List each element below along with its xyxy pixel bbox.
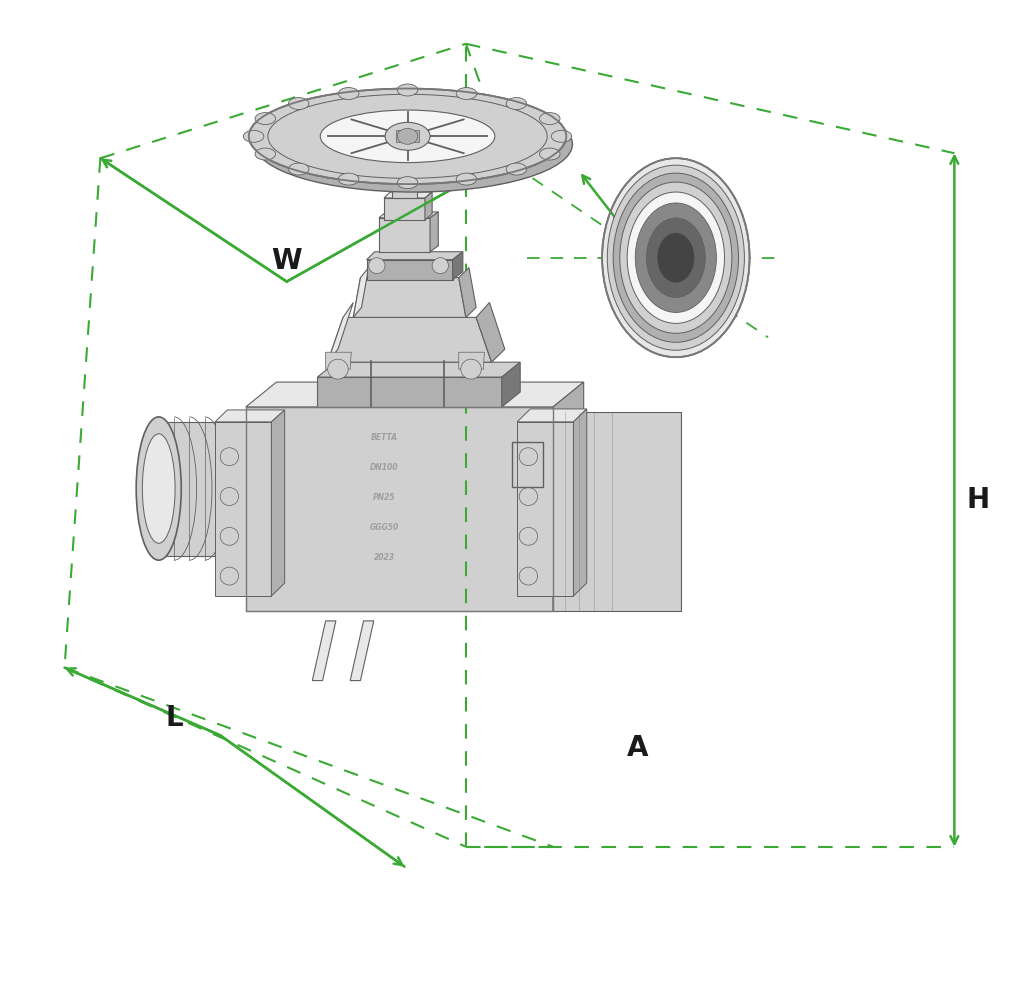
Polygon shape [425, 193, 432, 221]
Ellipse shape [646, 219, 706, 298]
Polygon shape [379, 219, 430, 252]
Polygon shape [271, 411, 285, 596]
Polygon shape [246, 383, 584, 408]
Text: H: H [967, 486, 989, 514]
Ellipse shape [519, 448, 538, 466]
Ellipse shape [432, 258, 449, 274]
Polygon shape [215, 422, 271, 596]
Ellipse shape [369, 258, 385, 274]
Ellipse shape [607, 166, 744, 351]
Ellipse shape [338, 88, 358, 100]
Text: BETTA: BETTA [371, 432, 397, 442]
Polygon shape [430, 213, 438, 252]
Polygon shape [241, 408, 266, 557]
Polygon shape [379, 213, 438, 219]
Polygon shape [159, 422, 241, 557]
Polygon shape [396, 131, 419, 143]
Ellipse shape [519, 568, 538, 585]
Ellipse shape [289, 98, 309, 110]
Polygon shape [317, 363, 520, 378]
Ellipse shape [289, 164, 309, 176]
Ellipse shape [249, 89, 566, 185]
Polygon shape [392, 174, 423, 179]
Polygon shape [215, 411, 285, 422]
Ellipse shape [657, 234, 694, 283]
Ellipse shape [220, 528, 239, 546]
Ellipse shape [506, 98, 526, 110]
Ellipse shape [627, 193, 725, 324]
Ellipse shape [461, 360, 481, 380]
Text: GGG50: GGG50 [370, 522, 398, 532]
Ellipse shape [136, 417, 181, 561]
Ellipse shape [613, 174, 738, 343]
Ellipse shape [397, 178, 418, 190]
Ellipse shape [255, 97, 572, 193]
Ellipse shape [457, 174, 477, 186]
Ellipse shape [142, 434, 175, 544]
Ellipse shape [268, 95, 547, 179]
Polygon shape [312, 621, 336, 681]
Ellipse shape [519, 488, 538, 506]
Ellipse shape [457, 88, 477, 100]
Polygon shape [353, 278, 466, 318]
Ellipse shape [519, 528, 538, 546]
Ellipse shape [397, 129, 418, 145]
Ellipse shape [255, 149, 275, 161]
Text: PN25: PN25 [373, 492, 395, 502]
Ellipse shape [602, 159, 750, 358]
Polygon shape [328, 318, 492, 363]
Text: W: W [271, 247, 302, 274]
Ellipse shape [338, 174, 358, 186]
Ellipse shape [321, 111, 495, 163]
Ellipse shape [635, 204, 717, 313]
Polygon shape [350, 621, 374, 681]
Ellipse shape [551, 131, 571, 143]
Polygon shape [317, 378, 502, 408]
Polygon shape [517, 422, 573, 596]
Ellipse shape [385, 123, 430, 151]
Ellipse shape [540, 113, 560, 125]
Ellipse shape [255, 113, 275, 125]
Text: 2023: 2023 [374, 552, 394, 562]
Ellipse shape [220, 488, 239, 506]
Polygon shape [459, 268, 476, 318]
Polygon shape [367, 252, 463, 260]
Text: DN100: DN100 [370, 462, 398, 472]
Polygon shape [392, 179, 417, 199]
Polygon shape [476, 303, 505, 363]
Polygon shape [502, 363, 520, 408]
Polygon shape [326, 353, 351, 370]
Polygon shape [384, 193, 432, 199]
Polygon shape [517, 410, 587, 422]
Ellipse shape [244, 131, 264, 143]
Polygon shape [367, 260, 453, 280]
Ellipse shape [397, 84, 418, 96]
Polygon shape [328, 303, 353, 363]
Ellipse shape [220, 448, 239, 466]
Text: L: L [165, 704, 183, 732]
Ellipse shape [620, 183, 732, 334]
Polygon shape [384, 199, 425, 221]
Ellipse shape [540, 149, 560, 161]
Polygon shape [553, 383, 584, 611]
Polygon shape [453, 252, 463, 280]
Text: A: A [628, 734, 648, 761]
Polygon shape [553, 413, 681, 611]
Polygon shape [459, 353, 484, 370]
Ellipse shape [220, 568, 239, 585]
Polygon shape [353, 268, 369, 318]
Ellipse shape [328, 360, 348, 380]
Ellipse shape [506, 164, 526, 176]
Polygon shape [573, 410, 587, 596]
Polygon shape [246, 408, 553, 611]
